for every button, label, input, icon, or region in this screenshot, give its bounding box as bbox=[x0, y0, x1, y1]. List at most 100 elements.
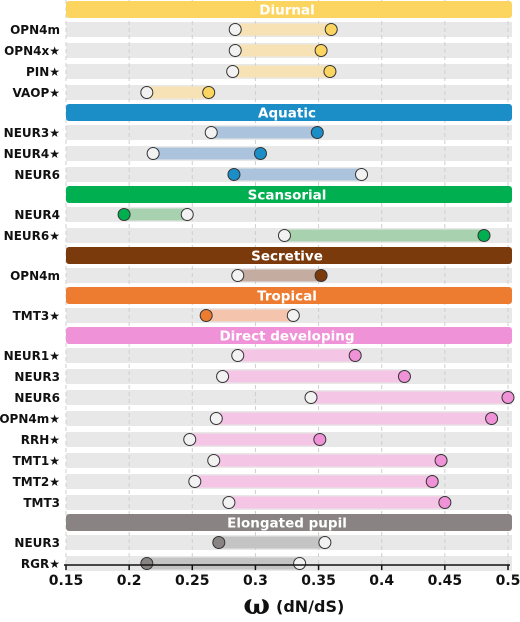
white-point bbox=[228, 23, 242, 36]
x-tick-label: 0.25 bbox=[175, 573, 210, 589]
colored-point bbox=[199, 309, 213, 322]
colored-point bbox=[212, 536, 226, 549]
row-label: PIN★ bbox=[26, 65, 60, 79]
white-point bbox=[146, 147, 160, 160]
row-label: NEUR4★ bbox=[4, 147, 60, 161]
row-label: RRH★ bbox=[21, 433, 60, 447]
row-label: NEUR6 bbox=[14, 168, 60, 182]
white-point bbox=[180, 208, 194, 221]
group-banner bbox=[66, 327, 512, 344]
dumbbell-bar bbox=[218, 536, 325, 549]
x-tick-label: 0.45 bbox=[428, 573, 463, 589]
row-label: NEUR1★ bbox=[4, 349, 60, 363]
white-point bbox=[140, 86, 154, 99]
white-point bbox=[304, 391, 318, 404]
group-banner-label: Elongated pupil bbox=[227, 516, 347, 532]
dumbbell-marks bbox=[117, 23, 515, 570]
colored-point bbox=[434, 454, 448, 467]
white-point bbox=[226, 65, 240, 78]
white-point bbox=[207, 454, 221, 467]
dumbbell-bar bbox=[284, 229, 485, 242]
white-point bbox=[183, 433, 197, 446]
dumbbell-bar bbox=[124, 208, 188, 221]
white-point bbox=[277, 229, 291, 242]
white-point bbox=[293, 557, 307, 570]
x-tick-label: 0.3 bbox=[243, 573, 268, 589]
dumbbell-bar bbox=[213, 454, 442, 467]
colored-point bbox=[397, 370, 411, 383]
colored-point bbox=[438, 496, 452, 509]
white-point bbox=[204, 126, 218, 139]
white-point bbox=[222, 496, 236, 509]
colored-point bbox=[501, 391, 515, 404]
row-label: TMT1★ bbox=[13, 454, 60, 468]
colored-point bbox=[323, 65, 337, 78]
row-label: OPN4m★ bbox=[0, 412, 60, 426]
row-label: NEUR6 bbox=[14, 391, 60, 405]
dumbbell-bar bbox=[194, 475, 433, 488]
group-banner-label: Aquatic bbox=[258, 106, 316, 122]
x-tick-label: 0.4 bbox=[369, 573, 394, 589]
dumbbell-bar bbox=[146, 86, 209, 99]
group-banners: Diurnal Aquatic Scansorial Secretive Tropica… bbox=[66, 1, 512, 532]
row-label: OPN4m bbox=[10, 269, 60, 283]
dumbbell-bar bbox=[232, 65, 330, 78]
row-label: NEUR4 bbox=[14, 208, 60, 222]
group-banner bbox=[66, 186, 512, 203]
dumbbell-bar bbox=[233, 168, 362, 181]
dumbbell-bar bbox=[310, 391, 508, 404]
dumbbell-bar bbox=[211, 126, 318, 139]
white-point bbox=[216, 370, 230, 383]
group-banner bbox=[66, 247, 512, 264]
dumbbell-bar bbox=[206, 309, 294, 322]
x-tick-label: 0.5 bbox=[496, 573, 520, 589]
x-tick-label: 0.2 bbox=[117, 573, 142, 589]
dumbbell-bar bbox=[222, 370, 405, 383]
dumbbell-bar bbox=[237, 269, 322, 282]
group-banner bbox=[66, 1, 512, 18]
row-label: VAOP★ bbox=[12, 86, 60, 100]
row-label: NEUR6★ bbox=[4, 229, 60, 243]
white-point bbox=[231, 349, 245, 362]
x-tick-label: 0.35 bbox=[301, 573, 336, 589]
row-label: TMT2★ bbox=[13, 475, 60, 489]
x-axis-label-units: (dN/dS) bbox=[276, 597, 344, 616]
row-label: RGR★ bbox=[21, 557, 60, 571]
colored-point bbox=[310, 126, 324, 139]
colored-point bbox=[313, 433, 327, 446]
colored-point bbox=[314, 44, 328, 57]
white-point bbox=[188, 475, 202, 488]
dumbbell-bar bbox=[237, 349, 356, 362]
x-tick-label: 0.15 bbox=[49, 573, 84, 589]
group-banner bbox=[66, 287, 512, 304]
group-banner-label: Secretive bbox=[251, 249, 323, 265]
x-axis-label: ω bbox=[243, 588, 270, 621]
colored-point bbox=[477, 229, 491, 242]
colored-point bbox=[202, 86, 216, 99]
white-point bbox=[355, 168, 369, 181]
colored-point bbox=[117, 208, 131, 221]
colored-point bbox=[314, 269, 328, 282]
row-label: OPN4m bbox=[10, 23, 60, 37]
colored-point bbox=[324, 23, 338, 36]
colored-point bbox=[253, 147, 267, 160]
row-labels: OPN4m OPN4x★ PIN★ VAOP★ NEUR3★ NEUR4★ NEUR6 NEU… bbox=[0, 23, 60, 571]
dumbbell-bar bbox=[146, 557, 300, 570]
white-point bbox=[231, 269, 245, 282]
dumbbell-bar bbox=[235, 44, 322, 57]
white-point bbox=[286, 309, 300, 322]
row-label: NEUR3 bbox=[14, 536, 60, 550]
row-label: NEUR3★ bbox=[4, 126, 60, 140]
colored-point bbox=[140, 557, 154, 570]
group-banner-label: Scansorial bbox=[248, 188, 327, 204]
row-label: TMT3 bbox=[23, 496, 60, 510]
row-label: NEUR3 bbox=[14, 370, 60, 384]
group-banner-label: Direct developing bbox=[219, 329, 354, 345]
x-axis-ticks: 0.15 0.2 0.25 0.3 0.35 0.4 0.45 0.5 bbox=[49, 565, 520, 589]
row-label: TMT3★ bbox=[13, 309, 60, 323]
colored-point bbox=[425, 475, 439, 488]
dumbbell-bar bbox=[235, 23, 332, 36]
dumbbell-bar bbox=[216, 412, 492, 425]
dumbbell-bar bbox=[228, 496, 445, 509]
